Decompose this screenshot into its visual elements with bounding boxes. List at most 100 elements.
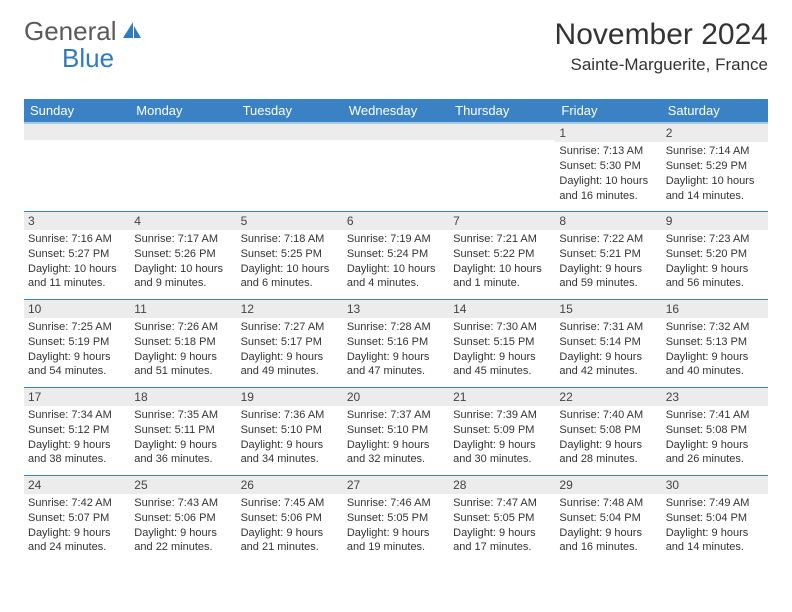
day-number: 3	[24, 212, 130, 230]
sunset-text: Sunset: 5:10 PM	[241, 423, 339, 438]
day-number: 2	[662, 124, 768, 142]
calendar-day-cell	[24, 123, 130, 211]
calendar-day-cell: 22Sunrise: 7:40 AMSunset: 5:08 PMDayligh…	[555, 387, 661, 475]
calendar-day-cell: 5Sunrise: 7:18 AMSunset: 5:25 PMDaylight…	[237, 211, 343, 299]
sunrise-text: Sunrise: 7:43 AM	[134, 496, 232, 511]
sunset-text: Sunset: 5:24 PM	[347, 247, 445, 262]
day-details: Sunrise: 7:14 AMSunset: 5:29 PMDaylight:…	[662, 142, 768, 207]
calendar-day-cell: 17Sunrise: 7:34 AMSunset: 5:12 PMDayligh…	[24, 387, 130, 475]
sunset-text: Sunset: 5:12 PM	[28, 423, 126, 438]
weekday-header: Sunday	[24, 99, 130, 123]
sunrise-text: Sunrise: 7:35 AM	[134, 408, 232, 423]
sunset-text: Sunset: 5:19 PM	[28, 335, 126, 350]
sunset-text: Sunset: 5:15 PM	[453, 335, 551, 350]
daylight-text: Daylight: 9 hours and 16 minutes.	[559, 526, 657, 556]
daylight-text: Daylight: 9 hours and 34 minutes.	[241, 438, 339, 468]
day-details: Sunrise: 7:35 AMSunset: 5:11 PMDaylight:…	[130, 406, 236, 471]
day-details: Sunrise: 7:34 AMSunset: 5:12 PMDaylight:…	[24, 406, 130, 471]
calendar-day-cell	[449, 123, 555, 211]
day-details	[449, 140, 555, 200]
sunset-text: Sunset: 5:22 PM	[453, 247, 551, 262]
day-details: Sunrise: 7:45 AMSunset: 5:06 PMDaylight:…	[237, 494, 343, 559]
calendar-day-cell: 20Sunrise: 7:37 AMSunset: 5:10 PMDayligh…	[343, 387, 449, 475]
day-number: 15	[555, 300, 661, 318]
calendar-day-cell: 29Sunrise: 7:48 AMSunset: 5:04 PMDayligh…	[555, 475, 661, 563]
sunset-text: Sunset: 5:13 PM	[666, 335, 764, 350]
sunrise-text: Sunrise: 7:46 AM	[347, 496, 445, 511]
calendar-day-cell: 11Sunrise: 7:26 AMSunset: 5:18 PMDayligh…	[130, 299, 236, 387]
daylight-text: Daylight: 9 hours and 30 minutes.	[453, 438, 551, 468]
day-details: Sunrise: 7:23 AMSunset: 5:20 PMDaylight:…	[662, 230, 768, 295]
sunset-text: Sunset: 5:06 PM	[241, 511, 339, 526]
sunrise-text: Sunrise: 7:34 AM	[28, 408, 126, 423]
day-number: 25	[130, 476, 236, 494]
sunset-text: Sunset: 5:07 PM	[28, 511, 126, 526]
calendar-week-row: 17Sunrise: 7:34 AMSunset: 5:12 PMDayligh…	[24, 387, 768, 475]
sunset-text: Sunset: 5:20 PM	[666, 247, 764, 262]
sunrise-text: Sunrise: 7:18 AM	[241, 232, 339, 247]
daylight-text: Daylight: 9 hours and 21 minutes.	[241, 526, 339, 556]
day-number: 10	[24, 300, 130, 318]
daylight-text: Daylight: 9 hours and 47 minutes.	[347, 350, 445, 380]
day-number: 17	[24, 388, 130, 406]
brand-logo: General	[24, 18, 143, 44]
daylight-text: Daylight: 9 hours and 56 minutes.	[666, 262, 764, 292]
calendar-day-cell: 26Sunrise: 7:45 AMSunset: 5:06 PMDayligh…	[237, 475, 343, 563]
day-number: 19	[237, 388, 343, 406]
day-number	[24, 124, 130, 140]
day-number: 22	[555, 388, 661, 406]
brand-word-2: Blue	[62, 43, 768, 74]
day-number: 11	[130, 300, 236, 318]
weekday-header: Friday	[555, 99, 661, 123]
day-details: Sunrise: 7:39 AMSunset: 5:09 PMDaylight:…	[449, 406, 555, 471]
sunrise-text: Sunrise: 7:25 AM	[28, 320, 126, 335]
daylight-text: Daylight: 9 hours and 22 minutes.	[134, 526, 232, 556]
day-number: 29	[555, 476, 661, 494]
calendar-day-cell	[237, 123, 343, 211]
sunset-text: Sunset: 5:04 PM	[666, 511, 764, 526]
calendar-day-cell: 15Sunrise: 7:31 AMSunset: 5:14 PMDayligh…	[555, 299, 661, 387]
daylight-text: Daylight: 9 hours and 59 minutes.	[559, 262, 657, 292]
sunrise-text: Sunrise: 7:23 AM	[666, 232, 764, 247]
day-details: Sunrise: 7:46 AMSunset: 5:05 PMDaylight:…	[343, 494, 449, 559]
daylight-text: Daylight: 10 hours and 16 minutes.	[559, 174, 657, 204]
weekday-header-row: Sunday Monday Tuesday Wednesday Thursday…	[24, 99, 768, 123]
sunset-text: Sunset: 5:05 PM	[453, 511, 551, 526]
sunset-text: Sunset: 5:16 PM	[347, 335, 445, 350]
sunrise-text: Sunrise: 7:21 AM	[453, 232, 551, 247]
day-number	[343, 124, 449, 140]
sunrise-text: Sunrise: 7:39 AM	[453, 408, 551, 423]
day-details: Sunrise: 7:36 AMSunset: 5:10 PMDaylight:…	[237, 406, 343, 471]
day-number: 14	[449, 300, 555, 318]
day-details: Sunrise: 7:43 AMSunset: 5:06 PMDaylight:…	[130, 494, 236, 559]
day-number: 9	[662, 212, 768, 230]
weekday-header: Saturday	[662, 99, 768, 123]
day-number	[449, 124, 555, 140]
day-number: 1	[555, 124, 661, 142]
calendar-day-cell: 14Sunrise: 7:30 AMSunset: 5:15 PMDayligh…	[449, 299, 555, 387]
calendar-day-cell: 7Sunrise: 7:21 AMSunset: 5:22 PMDaylight…	[449, 211, 555, 299]
daylight-text: Daylight: 9 hours and 24 minutes.	[28, 526, 126, 556]
day-number: 21	[449, 388, 555, 406]
day-details: Sunrise: 7:30 AMSunset: 5:15 PMDaylight:…	[449, 318, 555, 383]
calendar-page: General November 2024 Sainte-Marguerite,…	[0, 0, 792, 563]
daylight-text: Daylight: 9 hours and 14 minutes.	[666, 526, 764, 556]
daylight-text: Daylight: 9 hours and 28 minutes.	[559, 438, 657, 468]
day-number	[237, 124, 343, 140]
calendar-day-cell	[343, 123, 449, 211]
daylight-text: Daylight: 10 hours and 4 minutes.	[347, 262, 445, 292]
day-number: 16	[662, 300, 768, 318]
sunset-text: Sunset: 5:06 PM	[134, 511, 232, 526]
sunrise-text: Sunrise: 7:32 AM	[666, 320, 764, 335]
day-details: Sunrise: 7:27 AMSunset: 5:17 PMDaylight:…	[237, 318, 343, 383]
calendar-day-cell: 21Sunrise: 7:39 AMSunset: 5:09 PMDayligh…	[449, 387, 555, 475]
calendar-day-cell: 1Sunrise: 7:13 AMSunset: 5:30 PMDaylight…	[555, 123, 661, 211]
day-details: Sunrise: 7:16 AMSunset: 5:27 PMDaylight:…	[24, 230, 130, 295]
day-number: 18	[130, 388, 236, 406]
day-details: Sunrise: 7:13 AMSunset: 5:30 PMDaylight:…	[555, 142, 661, 207]
calendar-day-cell: 27Sunrise: 7:46 AMSunset: 5:05 PMDayligh…	[343, 475, 449, 563]
day-details: Sunrise: 7:28 AMSunset: 5:16 PMDaylight:…	[343, 318, 449, 383]
calendar-day-cell: 12Sunrise: 7:27 AMSunset: 5:17 PMDayligh…	[237, 299, 343, 387]
calendar-day-cell: 16Sunrise: 7:32 AMSunset: 5:13 PMDayligh…	[662, 299, 768, 387]
sunrise-text: Sunrise: 7:40 AM	[559, 408, 657, 423]
